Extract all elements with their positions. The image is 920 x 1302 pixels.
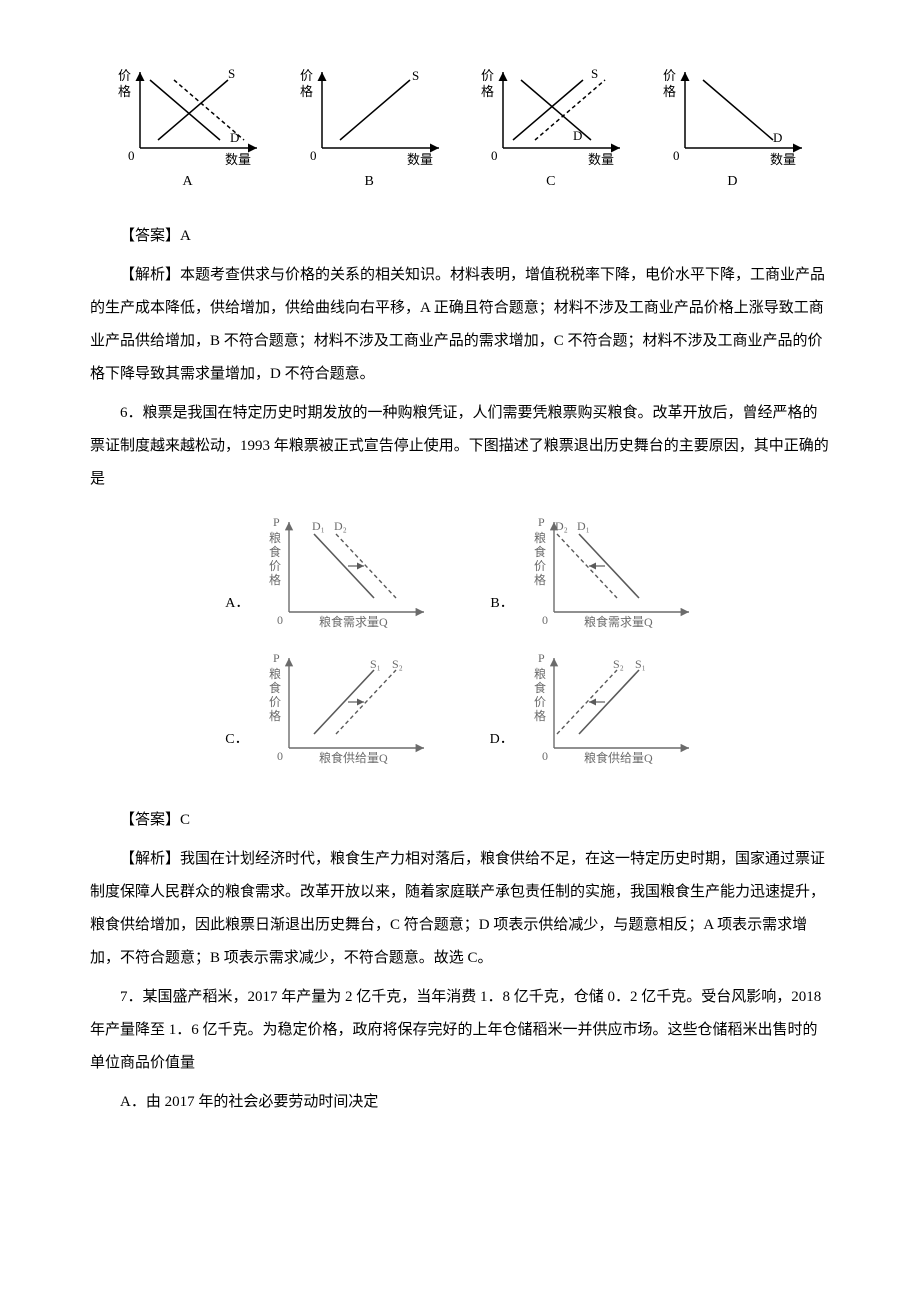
- question-7-option-a: A．由 2017 年的社会必要劳动时间决定: [90, 1086, 830, 1119]
- chart-c-label: C: [546, 174, 555, 190]
- chart-c: 价格数量 0 S D: [473, 60, 628, 170]
- svg-text:0: 0: [673, 148, 680, 163]
- svg-text:粮: 粮: [269, 530, 281, 545]
- svg-text:食: 食: [269, 680, 281, 695]
- answer-5: 【答案】A: [90, 220, 830, 253]
- svg-text:P: P: [273, 515, 280, 529]
- svg-text:食: 食: [269, 544, 281, 559]
- chart-b-block: 价格数量 0 S B: [292, 60, 447, 190]
- answer-6: 【答案】C: [90, 804, 830, 837]
- svg-text:0: 0: [277, 613, 283, 627]
- explain-6: 【解析】我国在计划经济时代，粮食生产力相对落后，粮食供给不足，在这一特定历史时期…: [90, 843, 830, 975]
- svg-text:格: 格: [300, 84, 313, 99]
- svg-text:S₂: S₂: [392, 657, 403, 671]
- document-page: 价格数量0SD A 价格数量0S B 价格数量0SD C 价格数量0D D 【答…: [0, 0, 920, 1185]
- chart-a-block: 价格数量0SD A: [110, 60, 265, 190]
- option-d-chart: P粮食价格 0 粮食供给量Q S₁ S₂: [520, 648, 695, 768]
- option-c-chart: P粮食价格 0 粮食供给量Q S₁ S₂: [255, 648, 430, 768]
- svg-text:数量: 数量: [588, 152, 614, 167]
- option-a-chart: P粮食价格 0 粮食需求量Q D₁ D₂: [255, 512, 430, 632]
- svg-text:食: 食: [534, 544, 546, 559]
- svg-text:数量: 数量: [225, 152, 251, 167]
- svg-text:粮食需求量Q: 粮食需求量Q: [584, 614, 653, 629]
- svg-text:S: S: [412, 68, 419, 83]
- option-b-chart: P粮食价格 0 粮食需求量Q D₁ D₂: [520, 512, 695, 632]
- svg-text:S₁: S₁: [635, 657, 646, 671]
- svg-text:粮: 粮: [269, 666, 281, 681]
- q6-options-row2: C． P粮食价格0粮食供给量QS₁S₂ D． P粮食价格0粮食供给量QS₁S₂: [225, 648, 694, 768]
- svg-text:S₁: S₁: [370, 657, 381, 671]
- option-d-letter: D．: [490, 728, 514, 768]
- option-a-item: A． P粮食价格 0 粮食需求量Q D₁ D₂: [225, 512, 430, 632]
- svg-text:D: D: [773, 130, 782, 145]
- option-c-item: C． P粮食价格 0 粮食供给量Q S₁ S₂: [225, 648, 429, 768]
- question-6-text: 6．粮票是我国在特定历史时期发放的一种购粮凭证，人们需要凭粮票购买粮食。改革开放…: [90, 397, 830, 496]
- svg-text:格: 格: [534, 708, 546, 723]
- chart-a: 价格数量0SD: [110, 60, 265, 170]
- svg-text:P: P: [538, 651, 545, 665]
- option-a-letter: A．: [225, 592, 249, 632]
- svg-text:价: 价: [663, 68, 676, 83]
- svg-text:D: D: [573, 128, 582, 143]
- svg-text:0: 0: [542, 749, 548, 763]
- svg-text:格: 格: [663, 84, 676, 99]
- svg-text:0: 0: [310, 148, 317, 163]
- chart-b-label: B: [364, 174, 373, 190]
- svg-text:数量: 数量: [770, 152, 796, 167]
- svg-text:价: 价: [118, 68, 131, 83]
- chart-d-block: 价格数量 0 D D: [655, 60, 810, 190]
- svg-text:粮食供给量Q: 粮食供给量Q: [319, 750, 388, 765]
- svg-text:格: 格: [269, 572, 281, 587]
- svg-text:P: P: [273, 651, 280, 665]
- svg-text:D₁: D₁: [577, 519, 590, 533]
- svg-text:价: 价: [534, 695, 546, 709]
- svg-text:格: 格: [269, 708, 281, 723]
- svg-text:格: 格: [534, 572, 546, 587]
- svg-text:0: 0: [491, 148, 498, 163]
- chart-a-label: A: [182, 174, 192, 190]
- svg-text:格: 格: [481, 84, 494, 99]
- svg-text:价: 价: [534, 559, 546, 573]
- svg-text:粮: 粮: [534, 530, 546, 545]
- svg-text:D₂: D₂: [334, 519, 347, 533]
- explain-5: 【解析】本题考查供求与价格的关系的相关知识。材料表明，增值税税率下降，电价水平下…: [90, 259, 830, 391]
- svg-text:粮: 粮: [534, 666, 546, 681]
- q6-options: A． P粮食价格0粮食需求量QD₁D₂ B． P粮食价格0粮食需求量QD₁D₂ …: [90, 512, 830, 784]
- chart-b: 价格数量 0 S: [292, 60, 447, 170]
- svg-text:粮食供给量Q: 粮食供给量Q: [584, 750, 653, 765]
- svg-text:价: 价: [300, 68, 313, 83]
- option-b-item: B． P粮食价格 0 粮食需求量Q D₁ D₂: [490, 512, 694, 632]
- svg-text:D₂: D₂: [555, 519, 568, 533]
- svg-text:格: 格: [118, 84, 131, 99]
- option-d-item: D． P粮食价格 0 粮食供给量Q S₁ S₂: [490, 648, 695, 768]
- svg-text:0: 0: [277, 749, 283, 763]
- svg-text:S: S: [591, 66, 598, 81]
- question-7-text: 7．某国盛产稻米，2017 年产量为 2 亿千克，当年消费 1．8 亿千克，仓储…: [90, 981, 830, 1080]
- chart-c-block: 价格数量 0 S D C: [473, 60, 628, 190]
- svg-text:食: 食: [534, 680, 546, 695]
- option-b-letter: B．: [490, 592, 513, 632]
- svg-text:0: 0: [128, 148, 135, 163]
- chart-d-label: D: [727, 174, 737, 190]
- svg-text:P: P: [538, 515, 545, 529]
- svg-text:价: 价: [481, 68, 494, 83]
- svg-text:价: 价: [269, 559, 281, 573]
- svg-text:D₁: D₁: [312, 519, 325, 533]
- q6-options-row1: A． P粮食价格0粮食需求量QD₁D₂ B． P粮食价格0粮食需求量QD₁D₂: [225, 512, 694, 632]
- chart-d: 价格数量 0 D: [655, 60, 810, 170]
- svg-text:价: 价: [269, 695, 281, 709]
- svg-text:S₂: S₂: [613, 657, 624, 671]
- svg-text:粮食需求量Q: 粮食需求量Q: [319, 614, 388, 629]
- q5-charts-row: 价格数量0SD A 价格数量0S B 价格数量0SD C 价格数量0D D: [90, 60, 830, 190]
- svg-text:数量: 数量: [407, 152, 433, 167]
- svg-text:S: S: [228, 66, 235, 81]
- svg-text:0: 0: [542, 613, 548, 627]
- option-c-letter: C．: [225, 728, 248, 768]
